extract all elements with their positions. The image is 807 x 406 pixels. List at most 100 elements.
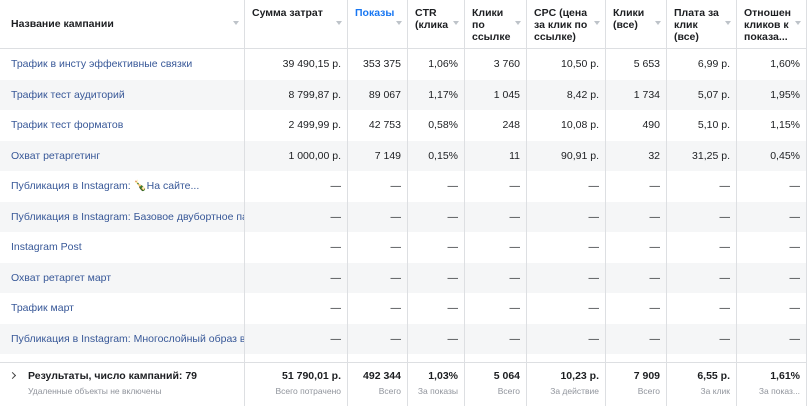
campaign-name[interactable]: Публикация в Instagram: Пальто из качест…: [0, 354, 245, 362]
total-label: Всего потрачено: [275, 386, 341, 396]
metric-cell: 1,15%: [737, 110, 807, 141]
metric-cell: 7 149: [348, 140, 408, 171]
total-value: 7 909: [633, 370, 660, 382]
metric-cell: —: [348, 232, 408, 263]
metric-cell: 11: [465, 140, 527, 171]
metric-cell: 1,06%: [408, 49, 465, 80]
total-cell: 7 909 Всего: [606, 363, 667, 406]
campaign-name[interactable]: Охват ретаргет март: [0, 262, 245, 293]
metric-cell: —: [408, 232, 465, 263]
metric-cell: —: [667, 293, 737, 324]
table-body: Название кампании Сумма затрат Показы CTR (…: [0, 0, 807, 362]
metric-cell: —: [737, 171, 807, 202]
metric-cell: 0,58%: [408, 110, 465, 141]
metric-cell: —: [348, 293, 408, 324]
table-row: Трафик март — — — — — — — —: [0, 293, 807, 324]
column-header[interactable]: Отношен кликов к показа...: [737, 0, 807, 48]
metric-cell: —: [245, 201, 348, 232]
metric-cell: 1,95%: [737, 79, 807, 110]
metric-cell: —: [527, 232, 606, 263]
metric-cell: 32: [606, 140, 667, 171]
metric-cell: —: [465, 354, 527, 362]
metric-cell: 42 753: [348, 110, 408, 141]
metric-cell: —: [245, 232, 348, 263]
metric-cell: 248: [465, 110, 527, 141]
metric-cell: —: [606, 201, 667, 232]
metric-cell: —: [465, 262, 527, 293]
total-cell: 1,03% За показы: [408, 363, 465, 406]
metric-cell: —: [348, 323, 408, 354]
metric-cell: 353 375: [348, 49, 408, 80]
metric-cell: 90,91 р.: [527, 140, 606, 171]
metric-cell: —: [348, 201, 408, 232]
metric-cell: 2 499,99 р.: [245, 110, 348, 141]
header-row: Название кампании Сумма затрат Показы CTR (…: [0, 0, 807, 49]
campaign-name[interactable]: Трафик в инсту эффективные связки: [0, 49, 245, 80]
table-row: Публикация в Instagram: Базовое двубортн…: [0, 201, 807, 232]
metric-cell: —: [606, 354, 667, 362]
metric-cell: —: [737, 293, 807, 324]
metric-cell: 1,17%: [408, 79, 465, 110]
results-footer: Результаты, число кампаний: 79 Удаленные …: [0, 362, 807, 406]
total-cell: 5 064 Всего: [465, 363, 527, 406]
campaign-name[interactable]: Трафик март: [0, 293, 245, 324]
metric-cell: —: [465, 232, 527, 263]
metric-cell: —: [465, 293, 527, 324]
column-header[interactable]: Сумма затрат: [245, 0, 348, 48]
total-label: За действие: [550, 386, 599, 396]
total-label: За клик: [700, 386, 730, 396]
metric-cell: 6,99 р.: [667, 49, 737, 80]
metric-cell: —: [737, 201, 807, 232]
metric-cell: 0,15%: [408, 140, 465, 171]
metric-cell: —: [606, 262, 667, 293]
campaign-name[interactable]: Трафик тест аудиторий: [0, 79, 245, 110]
column-header[interactable]: Показы: [348, 0, 408, 48]
metric-cell: —: [408, 354, 465, 362]
column-header[interactable]: Клики по ссылке: [465, 0, 527, 48]
total-value: 492 344: [363, 370, 401, 382]
results-summary[interactable]: Результаты, число кампаний: 79 Удаленные …: [0, 363, 245, 406]
column-header[interactable]: Клики (все): [606, 0, 667, 48]
metric-cell: —: [667, 171, 737, 202]
metric-cell: —: [408, 323, 465, 354]
total-cell: 10,23 р. За действие: [527, 363, 606, 406]
metric-cell: 1 000,00 р.: [245, 140, 348, 171]
metric-cell: —: [737, 262, 807, 293]
total-cell: 51 790,01 р. Всего потрачено: [245, 363, 348, 406]
metric-cell: 8,42 р.: [527, 79, 606, 110]
total-cell: 492 344 Всего: [348, 363, 408, 406]
total-value: 1,61%: [770, 370, 800, 382]
column-header[interactable]: Название кампании: [0, 0, 245, 48]
metric-cell: —: [465, 323, 527, 354]
metric-cell: —: [245, 293, 348, 324]
campaign-name[interactable]: Instagram Post: [0, 232, 245, 263]
metric-cell: —: [667, 354, 737, 362]
column-header[interactable]: Плата за клик (все): [667, 0, 737, 48]
column-header[interactable]: CTR (клика: [408, 0, 465, 48]
campaign-name[interactable]: Публикация в Instagram: Базовое двубортн…: [0, 201, 245, 232]
total-cell: 1,61% За показ...: [737, 363, 807, 406]
metric-cell: —: [465, 171, 527, 202]
metric-cell: —: [527, 171, 606, 202]
metric-cell: 31,25 р.: [667, 140, 737, 171]
metric-cell: —: [408, 293, 465, 324]
campaign-name[interactable]: Охват ретаргетинг: [0, 140, 245, 171]
metric-cell: —: [465, 201, 527, 232]
campaign-name[interactable]: Публикация в Instagram: Многослойный обр…: [0, 323, 245, 354]
campaign-name[interactable]: Трафик тест форматов: [0, 110, 245, 141]
metric-cell: 1 734: [606, 79, 667, 110]
campaign-name[interactable]: Публикация в Instagram: 🍾На сайте...: [0, 171, 245, 202]
metric-cell: —: [348, 354, 408, 362]
results-title: Результаты, число кампаний: 79: [28, 370, 198, 382]
metric-cell: —: [408, 171, 465, 202]
table-row: Трафик тест аудиторий 8 799,87 р. 89 067 1,…: [0, 79, 807, 110]
total-label: Всего: [637, 386, 660, 396]
metric-cell: 89 067: [348, 79, 408, 110]
metric-cell: —: [245, 323, 348, 354]
metric-cell: —: [667, 201, 737, 232]
column-header[interactable]: CPC (цена за клик по ссылке): [527, 0, 606, 48]
table-row: Охват ретаргетинг 1 000,00 р. 7 149 0,15% 11…: [0, 140, 807, 171]
metric-cell: 3 760: [465, 49, 527, 80]
metric-cell: —: [606, 323, 667, 354]
metric-cell: —: [527, 293, 606, 324]
